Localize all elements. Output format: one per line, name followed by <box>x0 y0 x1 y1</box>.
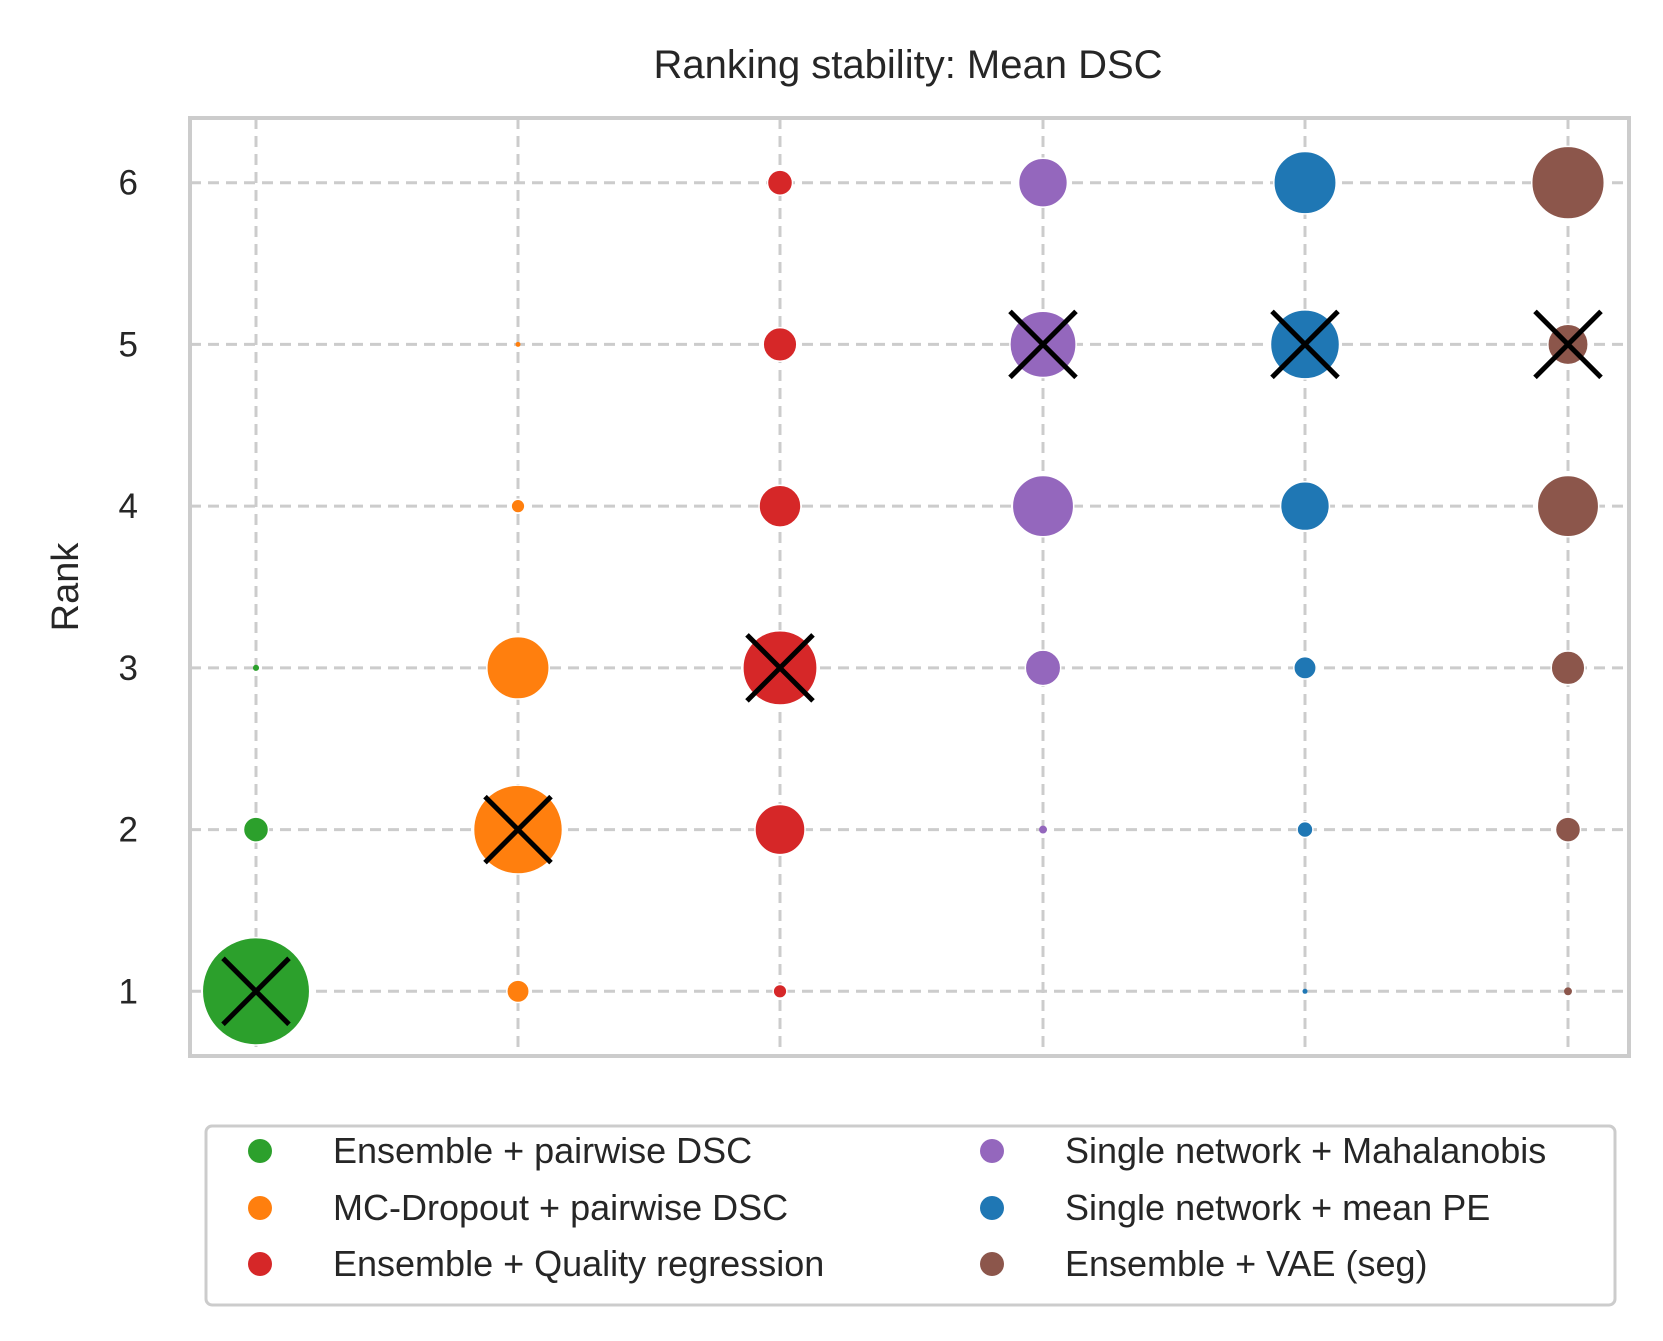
bubble-series-5-rank-2 <box>1296 820 1314 839</box>
bubble-series-3-rank-4 <box>758 484 802 528</box>
legend-item-3: Ensemble + Quality regression <box>248 1243 824 1284</box>
y-axis-label: Rank <box>45 542 87 632</box>
y-tick-labels: 1 2 3 4 5 6 <box>119 164 138 1012</box>
cross-marker-series-2 <box>483 794 553 865</box>
legend-item-1: Ensemble + pairwise DSC <box>248 1130 752 1171</box>
legend-label: Single network + Mahalanobis <box>1065 1130 1546 1171</box>
legend: Ensemble + pairwise DSC MC-Dropout + pair… <box>204 1124 1617 1307</box>
cross-stroke-b <box>483 794 553 865</box>
bubble-series-2-rank-1 <box>506 979 530 1004</box>
legend-label: Ensemble + VAE (seg) <box>1065 1243 1428 1284</box>
bubble-series-4-rank-6 <box>1017 157 1069 208</box>
bubble-series-3-rank-1 <box>772 983 788 999</box>
bubble-series-4-rank-3 <box>1024 649 1062 687</box>
y-tick-label-3: 3 <box>119 649 138 688</box>
legend-swatch <box>980 1139 1004 1163</box>
plot-area-frame <box>188 116 1631 1058</box>
bubble-series-6-rank-3 <box>1550 650 1586 686</box>
cross-stroke-b <box>1270 309 1340 380</box>
bubble-series-3-rank-6 <box>766 169 794 196</box>
bubble-series-5-rank-3 <box>1293 655 1317 680</box>
bubble-series-2-rank-4 <box>510 498 526 514</box>
y-tick-label-4: 4 <box>119 487 138 526</box>
legend-label: MC-Dropout + pairwise DSC <box>333 1187 788 1228</box>
legend-label: Ensemble + pairwise DSC <box>333 1130 752 1171</box>
legend-item-4: Single network + Mahalanobis <box>980 1130 1546 1171</box>
legend-item-2: MC-Dropout + pairwise DSC <box>248 1187 788 1228</box>
bubble-series-6-rank-1 <box>1564 987 1572 996</box>
bubble-series-6-rank-6 <box>1530 145 1606 220</box>
cross-stroke-b <box>221 956 291 1027</box>
y-tick-label-5: 5 <box>119 325 138 364</box>
bubble-series-1-rank-2 <box>242 816 270 843</box>
bubble-series-3-rank-2 <box>754 803 806 856</box>
legend-frame <box>204 1124 1617 1307</box>
legend-swatch <box>980 1252 1004 1276</box>
y-tick-label-1: 1 <box>119 972 138 1011</box>
cross-stroke-b <box>1008 309 1078 380</box>
chart-title: Ranking stability: Mean DSC <box>653 43 1162 87</box>
cross-stroke-b <box>745 633 815 703</box>
bubble-series-4-rank-4 <box>1011 474 1075 538</box>
bubble-series-3-rank-5 <box>762 326 798 362</box>
grid-lines <box>190 118 1629 1056</box>
legend-label: Single network + mean PE <box>1065 1187 1490 1228</box>
bubble-series-4-rank-2 <box>1039 825 1047 834</box>
legend-item-6: Ensemble + VAE (seg) <box>980 1243 1428 1284</box>
cross-marker-series-4 <box>1008 309 1078 380</box>
full-data-rank-cross-markers <box>221 309 1603 1027</box>
bubble-series-2-rank-5 <box>515 341 521 347</box>
cross-marker-series-1 <box>221 956 291 1027</box>
bubble-series-5-rank-1 <box>1302 988 1308 994</box>
legend-swatch <box>248 1139 272 1163</box>
bubble-series-5-rank-6 <box>1273 150 1337 215</box>
bubble-series-1-rank-3 <box>252 664 260 671</box>
bubble-series-2-rank-3 <box>486 635 550 700</box>
cross-stroke-b <box>1533 309 1603 380</box>
cross-marker-series-6 <box>1533 309 1603 380</box>
bubble-series-6-rank-2 <box>1554 816 1582 843</box>
legend-swatch <box>248 1196 272 1220</box>
y-tick-label-2: 2 <box>119 811 138 850</box>
bubble-series-5-rank-4 <box>1279 480 1331 532</box>
cross-marker-series-5 <box>1270 309 1340 380</box>
legend-swatch <box>248 1252 272 1276</box>
legend-item-5: Single network + mean PE <box>980 1187 1490 1228</box>
legend-label: Ensemble + Quality regression <box>333 1243 824 1284</box>
legend-swatch <box>980 1196 1004 1220</box>
cross-marker-series-3 <box>745 633 815 703</box>
bubble-series-6-rank-4 <box>1536 474 1600 538</box>
y-tick-label-6: 6 <box>119 164 138 203</box>
